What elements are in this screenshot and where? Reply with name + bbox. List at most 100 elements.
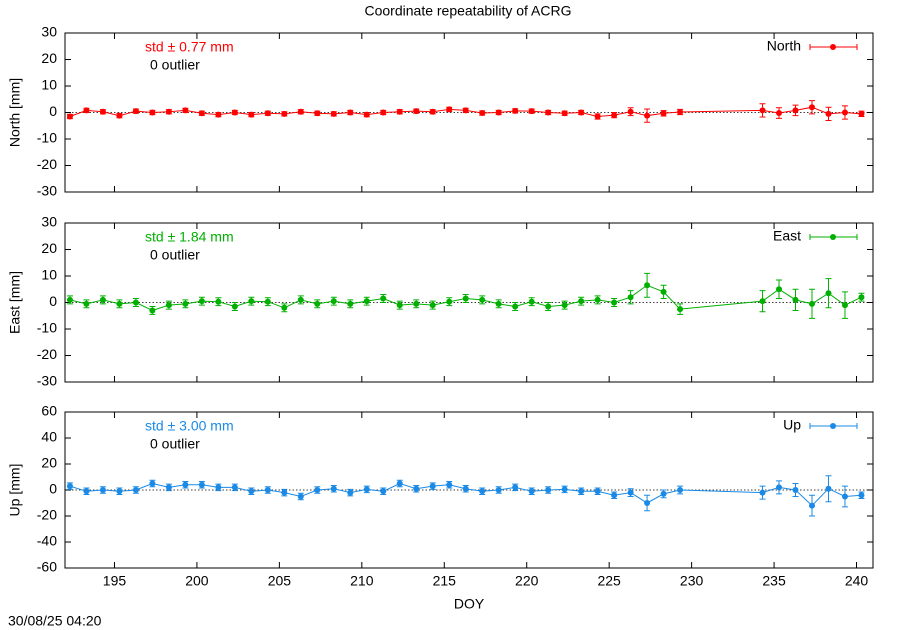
data-point: [677, 487, 684, 493]
data-point: [446, 481, 453, 488]
annotation: 0 outlier: [150, 57, 200, 73]
data-point: [99, 487, 106, 493]
data-point: [627, 294, 634, 301]
y-axis-label: East [mm]: [7, 271, 23, 334]
data-point: [578, 488, 585, 495]
data-point: [281, 304, 288, 311]
data-point: [594, 113, 601, 120]
data-point: [149, 480, 156, 487]
data-point: [198, 110, 205, 117]
x-tick-label: 205: [268, 573, 292, 589]
data-point: [165, 108, 172, 115]
data-point: [83, 488, 90, 495]
data-point: [330, 298, 337, 305]
data-point: [264, 487, 271, 493]
data-point: [545, 303, 552, 310]
legend-marker: [830, 423, 836, 429]
data-point: [611, 299, 618, 306]
data-point: [297, 296, 304, 303]
data-point: [314, 487, 321, 493]
timestamp: 30/08/25 04:20: [8, 613, 102, 629]
data-point: [66, 296, 73, 303]
data-point: [297, 493, 304, 500]
data-point: [231, 303, 238, 310]
data-point: [446, 298, 453, 305]
data-point: [512, 484, 519, 491]
y-tick-label: 30: [41, 214, 57, 230]
data-point: [314, 110, 321, 117]
data-point: [528, 298, 535, 305]
x-axis-label: DOY: [454, 596, 485, 612]
data-point: [841, 493, 848, 500]
data-point: [627, 489, 634, 496]
y-tick-label: 20: [41, 240, 57, 256]
data-point: [413, 485, 420, 492]
data-point: [528, 108, 535, 115]
data-point: [281, 489, 288, 496]
data-point: [495, 300, 502, 307]
data-point: [297, 108, 304, 115]
data-point: [99, 296, 106, 303]
data-point: [825, 290, 832, 297]
data-point: [611, 112, 618, 119]
y-tick-label: 60: [41, 403, 57, 419]
y-axis-label: North [mm]: [7, 78, 23, 147]
data-point: [429, 302, 436, 309]
data-point: [578, 298, 585, 305]
x-tick-label: 235: [762, 573, 786, 589]
x-tick-label: 210: [350, 573, 374, 589]
data-point: [215, 484, 222, 491]
y-tick-label: -20: [37, 507, 57, 523]
data-point: [462, 295, 469, 302]
data-point: [429, 483, 436, 490]
plot-frame: [64, 222, 874, 383]
data-point: [808, 502, 815, 509]
data-point: [759, 489, 766, 496]
annotation: std ± 1.84 mm: [145, 229, 234, 245]
y-tick-label: -30: [37, 183, 57, 199]
y-tick-label: 0: [49, 481, 57, 497]
data-point: [396, 108, 403, 115]
x-tick-label: 215: [433, 573, 457, 589]
data-point: [858, 110, 865, 117]
legend-marker: [830, 234, 836, 240]
data-point: [594, 296, 601, 303]
data-point: [248, 298, 255, 305]
data-point: [132, 487, 139, 493]
y-tick-label: -30: [37, 373, 57, 389]
data-point: [165, 484, 172, 491]
y-tick-label: 0: [49, 103, 57, 119]
data-point: [330, 485, 337, 492]
y-tick-label: 0: [49, 293, 57, 309]
data-point: [512, 107, 519, 114]
y-tick-label: 30: [41, 24, 57, 40]
data-point: [594, 488, 601, 495]
data-point: [281, 110, 288, 117]
data-point: [347, 489, 354, 496]
data-point: [578, 109, 585, 116]
data-point: [182, 107, 189, 114]
data-point: [231, 484, 238, 491]
data-point: [858, 492, 865, 499]
data-point: [545, 487, 552, 493]
annotation: 0 outlier: [150, 436, 200, 452]
annotation: std ± 3.00 mm: [145, 418, 234, 434]
data-point: [759, 107, 766, 114]
data-point: [792, 107, 799, 114]
data-point: [611, 492, 618, 499]
y-tick-label: -10: [37, 130, 57, 146]
legend-marker: [830, 44, 836, 50]
data-point: [363, 486, 370, 493]
data-point: [446, 106, 453, 113]
data-point: [248, 111, 255, 118]
data-point: [198, 298, 205, 305]
data-point: [644, 112, 651, 119]
data-point: [644, 282, 651, 289]
data-point: [561, 302, 568, 309]
data-point: [677, 306, 684, 313]
x-tick-label: 200: [185, 573, 209, 589]
data-point: [528, 488, 535, 495]
data-point: [841, 302, 848, 309]
data-point: [380, 109, 387, 116]
data-point: [479, 296, 486, 303]
